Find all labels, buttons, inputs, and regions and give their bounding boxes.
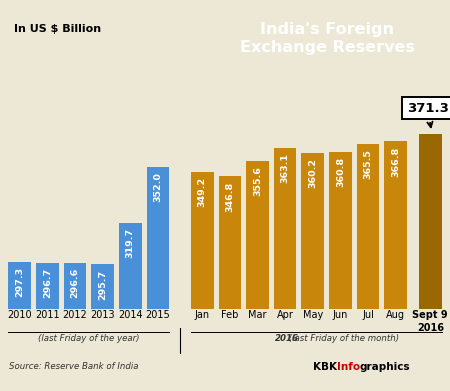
Text: 297.3: 297.3: [15, 267, 24, 297]
Text: 2012: 2012: [63, 310, 87, 321]
Text: Source: Reserve Bank of India: Source: Reserve Bank of India: [9, 362, 139, 371]
Text: 349.2: 349.2: [198, 177, 207, 207]
Text: May: May: [303, 310, 323, 321]
Text: 2016: 2016: [417, 323, 444, 334]
Bar: [419, 134, 441, 391]
Text: KBK: KBK: [313, 362, 341, 372]
Text: Jul: Jul: [362, 310, 374, 321]
Text: 296.6: 296.6: [71, 268, 80, 298]
Bar: [246, 161, 269, 391]
Text: 355.6: 355.6: [253, 166, 262, 196]
Text: Jan: Jan: [195, 310, 210, 321]
Text: Jun: Jun: [333, 310, 348, 321]
Text: 366.8: 366.8: [391, 147, 400, 177]
Bar: [119, 223, 142, 391]
Text: (last Friday of the month): (last Friday of the month): [286, 334, 399, 343]
Text: 2010: 2010: [7, 310, 32, 321]
Bar: [36, 263, 58, 391]
Bar: [384, 142, 407, 391]
Bar: [329, 152, 352, 391]
Bar: [302, 153, 324, 391]
Text: 363.1: 363.1: [281, 153, 290, 183]
Text: Sept 9: Sept 9: [413, 310, 448, 321]
Text: 2016: 2016: [275, 334, 299, 343]
Text: 2015: 2015: [146, 310, 171, 321]
Text: Info: Info: [338, 362, 360, 372]
Text: Apr: Apr: [277, 310, 293, 321]
Text: 295.7: 295.7: [98, 270, 107, 300]
Bar: [191, 172, 214, 391]
Bar: [63, 263, 86, 391]
Text: 2014: 2014: [118, 310, 143, 321]
Text: 2013: 2013: [90, 310, 115, 321]
Text: Feb: Feb: [221, 310, 238, 321]
Text: (last Friday of the year): (last Friday of the year): [38, 334, 140, 343]
Text: 346.8: 346.8: [225, 181, 234, 212]
Text: 2011: 2011: [35, 310, 60, 321]
Bar: [219, 176, 241, 391]
Text: 296.7: 296.7: [43, 268, 52, 298]
Text: 352.0: 352.0: [153, 172, 162, 202]
Text: 365.5: 365.5: [364, 149, 373, 179]
Bar: [9, 262, 31, 391]
Bar: [147, 167, 169, 391]
Text: India's Foreign
Exchange Reserves: India's Foreign Exchange Reserves: [240, 22, 415, 55]
Bar: [274, 148, 297, 391]
Text: 371.3: 371.3: [407, 102, 449, 127]
Bar: [357, 144, 379, 391]
Text: 360.2: 360.2: [308, 158, 317, 188]
Bar: [91, 264, 114, 391]
Text: Aug: Aug: [386, 310, 405, 321]
Text: graphics: graphics: [360, 362, 410, 372]
Text: Mar: Mar: [248, 310, 267, 321]
Text: In US $ Billion: In US $ Billion: [14, 24, 102, 34]
Text: 360.8: 360.8: [336, 157, 345, 187]
Text: 319.7: 319.7: [126, 228, 135, 258]
